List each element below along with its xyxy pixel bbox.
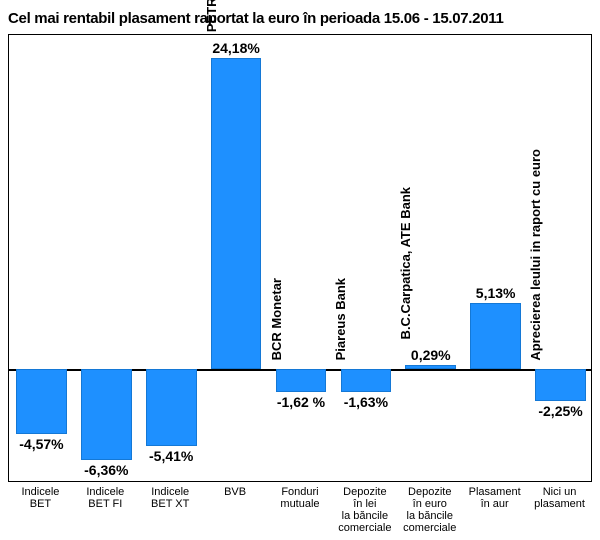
chart-title: Cel mai rentabil plasament raportat la e… bbox=[8, 10, 592, 27]
x-axis-labels: IndiceleBETIndiceleBET FIIndiceleBET XTB… bbox=[8, 486, 592, 536]
in-bar-label: Aprecierea leului in raport cu euro bbox=[528, 149, 593, 361]
value-label: 24,18% bbox=[204, 40, 269, 56]
value-label: -5,41% bbox=[139, 448, 204, 464]
value-label: -6,36% bbox=[74, 462, 139, 478]
x-axis-label: Depoziteîn eurola băncilecomerciale bbox=[397, 486, 462, 534]
value-label: 5,13% bbox=[463, 285, 528, 301]
bar bbox=[81, 369, 132, 460]
plot-area: -4,57%-6,36%-5,41%24,18%PETROLEXPORTIMPO… bbox=[8, 34, 592, 482]
value-label: -1,62 % bbox=[269, 394, 334, 410]
x-axis-label: BVB bbox=[203, 486, 268, 498]
bars-layer: -4,57%-6,36%-5,41%24,18%PETROLEXPORTIMPO… bbox=[9, 35, 591, 481]
bar bbox=[146, 369, 197, 446]
bar bbox=[16, 369, 67, 434]
bar bbox=[211, 58, 262, 368]
value-label: -4,57% bbox=[9, 436, 74, 452]
value-label: -1,63% bbox=[333, 394, 398, 410]
x-axis-label: IndiceleBET bbox=[8, 486, 73, 510]
value-label: -2,25% bbox=[528, 403, 593, 419]
x-axis-label: IndiceleBET XT bbox=[138, 486, 203, 510]
x-axis-label: IndiceleBET FI bbox=[73, 486, 138, 510]
bar bbox=[405, 365, 456, 369]
chart-container: Cel mai rentabil plasament raportat la e… bbox=[0, 0, 600, 540]
bar bbox=[276, 369, 327, 392]
bar bbox=[470, 303, 521, 369]
value-label: 0,29% bbox=[398, 347, 463, 363]
in-bar-label: Piareus Bank bbox=[333, 278, 398, 360]
x-axis-label: Fondurimutuale bbox=[268, 486, 333, 510]
x-axis-label: Plasamentîn aur bbox=[462, 486, 527, 510]
in-bar-label: B.C.Carpatica, ATE Bank bbox=[398, 187, 463, 339]
in-bar-label: PETROLEXPORTIMPORT BUC. bbox=[204, 0, 269, 32]
in-bar-label: BCR Monetar bbox=[269, 278, 334, 360]
x-axis-label: Nici unplasament bbox=[527, 486, 592, 510]
bar bbox=[341, 369, 392, 392]
bar bbox=[535, 369, 586, 401]
x-axis-label: Depoziteîn leila băncilecomerciale bbox=[332, 486, 397, 534]
